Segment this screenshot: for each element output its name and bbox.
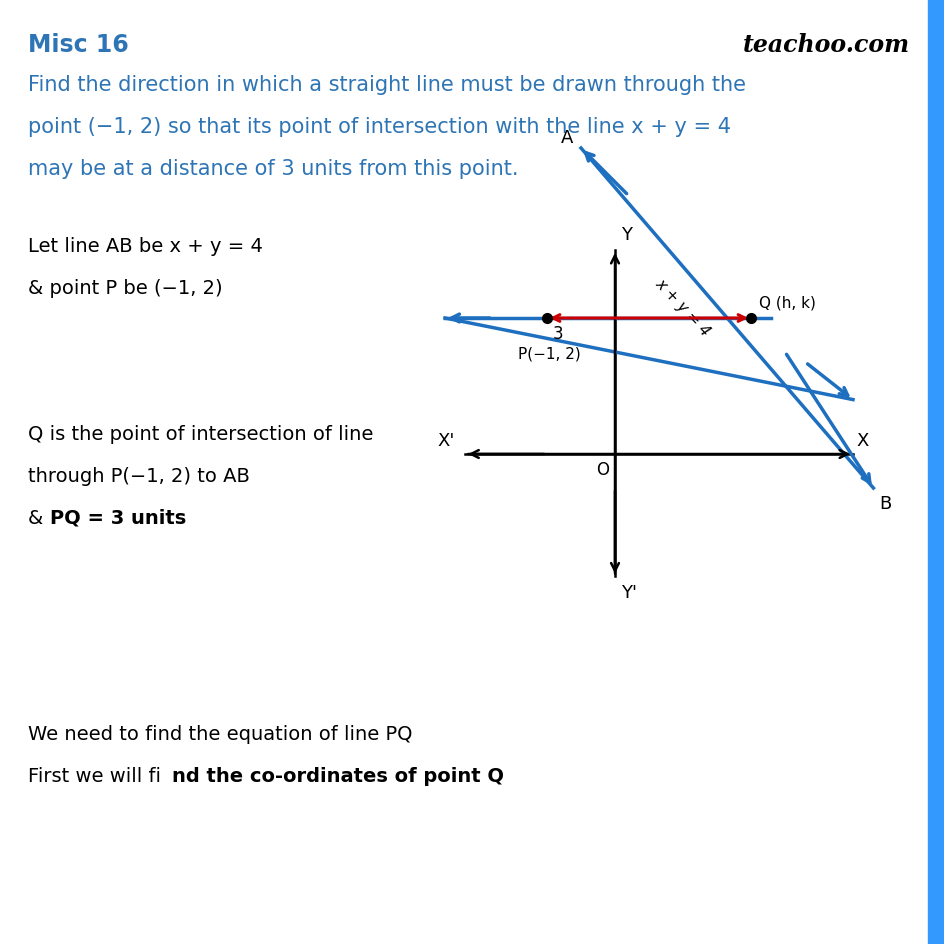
Text: Let line AB be x + y = 4: Let line AB be x + y = 4 <box>28 237 262 256</box>
Text: &: & <box>28 509 49 528</box>
Text: 3: 3 <box>552 325 563 343</box>
Text: PQ = 3 units: PQ = 3 units <box>50 509 186 528</box>
Text: Q is the point of intersection of line: Q is the point of intersection of line <box>28 425 373 444</box>
Text: Misc 16: Misc 16 <box>28 33 128 57</box>
Text: A: A <box>560 129 572 147</box>
Text: Y': Y' <box>620 583 636 601</box>
Text: Y: Y <box>620 226 632 244</box>
Text: O: O <box>596 461 608 479</box>
Text: through P(−1, 2) to AB: through P(−1, 2) to AB <box>28 466 249 485</box>
Text: point (−1, 2) so that its point of intersection with the line x + y = 4: point (−1, 2) so that its point of inter… <box>28 117 731 137</box>
Text: x + y = 4: x + y = 4 <box>651 276 712 339</box>
Text: may be at a distance of 3 units from this point.: may be at a distance of 3 units from thi… <box>28 159 518 178</box>
Text: X: X <box>855 431 868 449</box>
Text: & point P be (−1, 2): & point P be (−1, 2) <box>28 278 223 297</box>
Text: We need to find the equation of line PQ: We need to find the equation of line PQ <box>28 724 413 743</box>
Text: Find the direction in which a straight line must be drawn through the: Find the direction in which a straight l… <box>28 75 745 95</box>
Text: B: B <box>879 495 891 513</box>
Bar <box>927 0 944 944</box>
Text: P(−1, 2): P(−1, 2) <box>517 346 580 362</box>
Text: nd the co-ordinates of point Q: nd the co-ordinates of point Q <box>172 767 503 785</box>
Text: Q (h, k): Q (h, k) <box>758 295 815 311</box>
Text: teachoo.com: teachoo.com <box>742 33 909 57</box>
Text: X': X' <box>437 431 455 449</box>
Text: First we will fi: First we will fi <box>28 767 160 785</box>
